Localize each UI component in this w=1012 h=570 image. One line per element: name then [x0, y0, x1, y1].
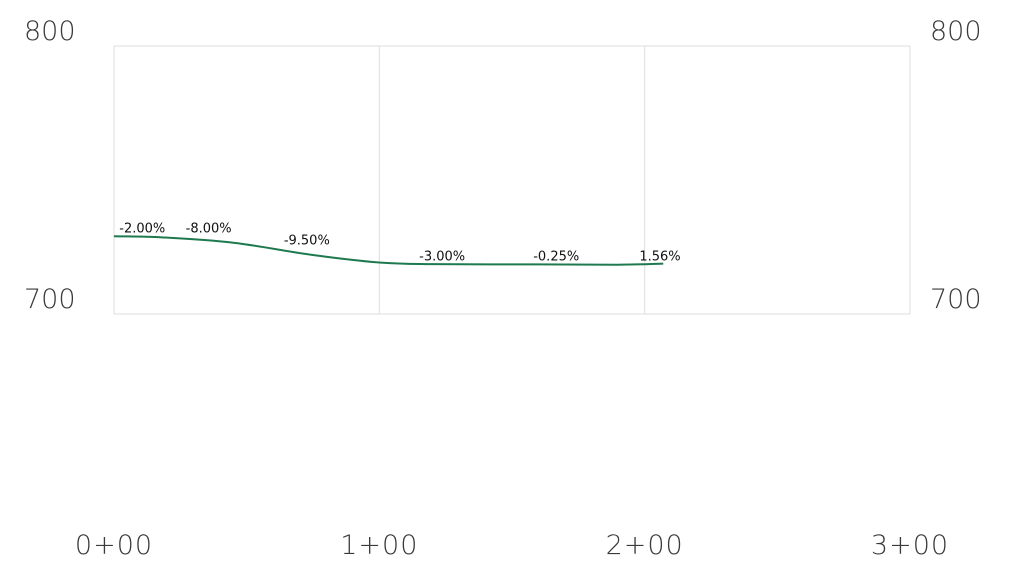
x-tick-label: 1+00	[340, 530, 418, 561]
y-tick-label-right: 800	[930, 16, 982, 47]
grade-label: -3.00%	[419, 249, 465, 264]
y-axis-left: 800 700	[24, 16, 76, 315]
x-axis: 0+00 1+00 2+00 3+00	[75, 530, 949, 561]
y-axis-right: 800 700	[930, 16, 982, 315]
grade-label: -0.25%	[533, 249, 579, 264]
grade-label: 1.56%	[639, 249, 680, 264]
grade-label: -2.00%	[119, 221, 165, 236]
y-tick-label-left: 800	[24, 16, 76, 47]
grade-annotations: -2.00% -8.00% -9.50% -3.00% -0.25% 1.56%	[119, 221, 680, 264]
y-tick-label-left: 700	[24, 284, 76, 315]
grade-label: -9.50%	[284, 233, 330, 248]
profile-line	[113, 235, 664, 266]
x-tick-label: 0+00	[75, 530, 153, 561]
y-tick-label-right: 700	[930, 284, 982, 315]
x-tick-label: 3+00	[871, 530, 949, 561]
grade-label: -8.00%	[186, 221, 232, 236]
x-tick-label: 2+00	[606, 530, 684, 561]
grid	[113, 45, 911, 315]
profile-series	[113, 235, 664, 266]
